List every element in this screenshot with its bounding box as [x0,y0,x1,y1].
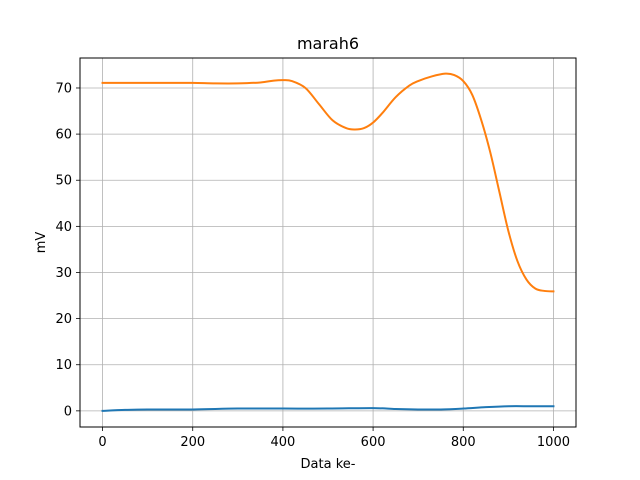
series-lines [101,72,555,412]
x-tick-label: 600 [361,435,386,450]
y-tick-label: 40 [55,220,72,235]
x-tick-label: 200 [180,435,205,450]
series-line-1 [101,405,555,412]
x-tick-label: 1000 [537,435,570,450]
y-tick-label: 70 [55,81,72,96]
y-tick-label: 20 [55,312,72,327]
y-tick-label: 30 [55,266,72,281]
y-tick-label: 50 [55,174,72,189]
y-tick-label: 10 [55,358,72,373]
y-axis-title: mV [34,232,49,254]
x-tick-label: 400 [270,435,295,450]
series-line-2 [101,72,555,293]
chart-title: marah6 [297,34,359,53]
y-axis-ticks: 0 10 20 30 40 50 60 70 [55,81,80,419]
y-tick-label: 60 [55,128,72,143]
x-axis-ticks: 0 200 400 600 800 1000 [98,427,570,450]
x-axis-title: Data ke- [301,457,356,472]
x-tick-label: 800 [451,435,476,450]
grid [80,58,576,427]
plot-frame [79,57,577,428]
x-tick-label: 0 [98,435,106,450]
y-tick-label: 0 [64,404,72,419]
